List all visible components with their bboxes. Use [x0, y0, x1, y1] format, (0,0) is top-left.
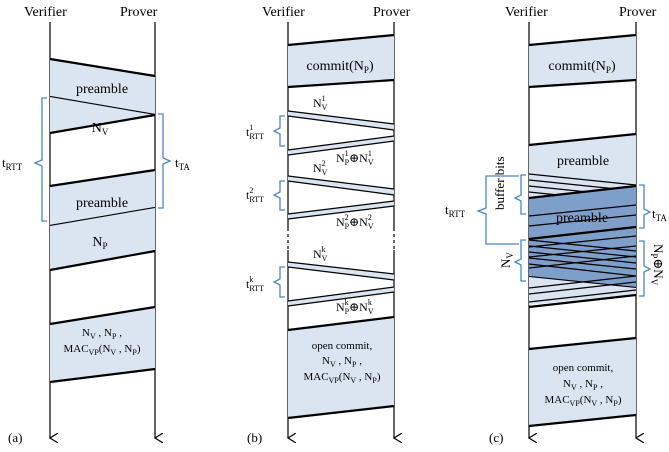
panel-c: Verifier Prover commit(NP) preamble prea…	[445, 5, 667, 445]
nv-brace	[513, 239, 526, 282]
open-commit-line3: MACVP(NV , NP)	[303, 371, 380, 385]
overlap-region	[529, 186, 636, 288]
xor-label: NP⊕NV	[649, 244, 666, 286]
buffer-bits-label: buffer bits	[492, 156, 507, 210]
xor1-message	[288, 136, 394, 155]
tk-brace	[272, 266, 285, 298]
preamble-label: preamble	[557, 154, 609, 169]
open-commit-line1: open commit,	[312, 340, 373, 352]
caption-b: (b)	[247, 430, 262, 445]
open-commit-message	[529, 338, 636, 426]
t-rtt-label: tRTT	[2, 155, 23, 172]
commit-label: commit(NP)	[306, 59, 374, 75]
xor-brace	[639, 240, 652, 297]
open-commit-line3: MACVP(NV , NP)	[544, 394, 621, 408]
xork-message	[288, 287, 394, 306]
xor2-message	[288, 201, 394, 219]
t-ta-label: tTA	[175, 155, 190, 172]
verifier-label: Verifier	[24, 5, 67, 20]
t2-brace	[272, 180, 285, 211]
nv-label: NV	[498, 252, 515, 268]
xor1-label: N1 P⊕N1 V	[336, 149, 374, 167]
commit-label: commit(NP)	[548, 59, 616, 75]
t-ta-label: tTA	[652, 206, 667, 223]
prover-label: Prover	[619, 5, 657, 20]
nvk-message	[288, 262, 394, 280]
prover-label: Prover	[373, 5, 411, 20]
xor2-label: N2 P⊕N2 V	[336, 213, 374, 231]
t1-brace	[272, 115, 285, 147]
buffer-bits-brace	[513, 174, 526, 215]
nv1-label: N1 V	[313, 94, 328, 112]
caption-a: (a)	[8, 430, 22, 445]
nv1-message	[288, 111, 394, 130]
prover-label: Prover	[120, 5, 158, 20]
t-rtt-brace	[476, 175, 519, 245]
open-commit-line2: NV , NP ,	[322, 355, 362, 369]
preamble-label: preamble	[76, 82, 128, 97]
panel-a: Verifier Prover preamble NV preamble NP …	[2, 5, 190, 445]
open-commit-line1: open commit,	[553, 362, 614, 374]
nv2-label: N2 V	[313, 159, 328, 177]
xork-label: Nk P⊕Nk V	[336, 298, 374, 316]
open-commit-message	[288, 317, 394, 418]
mac-message	[50, 307, 155, 382]
commit-message	[288, 35, 394, 87]
t-ta-brace	[639, 184, 652, 229]
preamble-label-2: preamble	[76, 196, 128, 211]
preamble-message	[529, 134, 636, 185]
tk-label: tk RTT	[246, 275, 264, 293]
panel-b: Verifier Prover commit(NP) N1 V N1 P⊕N1 V t…	[246, 5, 411, 445]
verifier-label: Verifier	[262, 5, 305, 20]
t-ta-brace	[158, 113, 172, 209]
mac-label-line1: NV , NP ,	[82, 327, 122, 341]
caption-c: (c)	[489, 430, 503, 445]
verifier-label: Verifier	[505, 5, 548, 20]
t2-label: t2 RTT	[246, 186, 264, 204]
open-commit-line2: NV , NP ,	[563, 378, 603, 392]
t1-label: t1 RTT	[246, 123, 264, 141]
t-rtt-label: tRTT	[445, 202, 466, 219]
nv-message	[50, 97, 155, 133]
trailing-xor-region	[529, 277, 636, 305]
mac-label-line2: MACVP(NV , NP)	[63, 343, 140, 357]
commit-message	[529, 35, 636, 87]
nvk-label: Nk V	[313, 245, 328, 263]
t-rtt-brace	[33, 97, 47, 222]
nv2-message	[288, 176, 394, 195]
np-message	[50, 208, 155, 270]
